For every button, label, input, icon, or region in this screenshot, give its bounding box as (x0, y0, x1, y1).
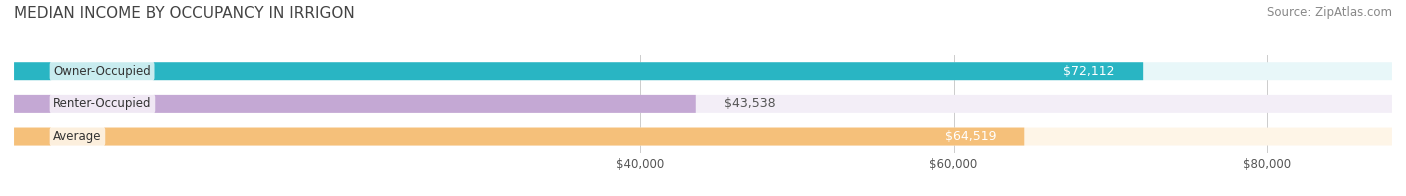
FancyBboxPatch shape (14, 95, 1392, 113)
Text: $43,538: $43,538 (724, 97, 776, 110)
Text: $64,519: $64,519 (945, 130, 995, 143)
Text: MEDIAN INCOME BY OCCUPANCY IN IRRIGON: MEDIAN INCOME BY OCCUPANCY IN IRRIGON (14, 6, 354, 21)
FancyBboxPatch shape (14, 62, 1392, 80)
Text: Source: ZipAtlas.com: Source: ZipAtlas.com (1267, 6, 1392, 19)
Text: Owner-Occupied: Owner-Occupied (53, 65, 150, 78)
Text: Renter-Occupied: Renter-Occupied (53, 97, 152, 110)
Text: $72,112: $72,112 (1063, 65, 1115, 78)
Text: Average: Average (53, 130, 101, 143)
FancyBboxPatch shape (14, 128, 1025, 145)
FancyBboxPatch shape (14, 62, 1143, 80)
FancyBboxPatch shape (14, 95, 696, 113)
FancyBboxPatch shape (14, 128, 1392, 145)
